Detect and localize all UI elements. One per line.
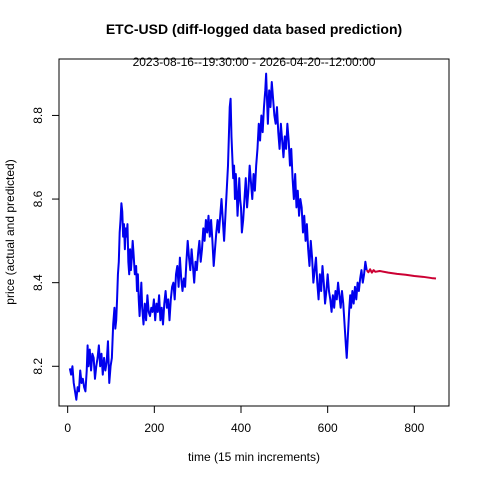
- x-tick-label: 400: [231, 421, 251, 435]
- y-tick-label: 8.8: [31, 107, 45, 124]
- x-tick-label: 800: [404, 421, 424, 435]
- chart-subtitle: 2023-08-16--19:30:00 - 2026-04-20--12:00…: [133, 55, 376, 69]
- series-layer: [68, 72, 437, 401]
- x-axis: 0 200 400 600 800: [64, 405, 425, 435]
- y-tick-label: 8.6: [31, 190, 45, 207]
- y-axis: 8.2 8.4 8.6 8.8: [31, 107, 60, 375]
- x-tick-label: 0: [64, 421, 71, 435]
- series-line-actual: [68, 72, 368, 401]
- y-tick-label: 8.4: [31, 274, 45, 291]
- y-tick-label: 8.2: [31, 358, 45, 375]
- chart-title: ETC-USD (diff-logged data based predicti…: [106, 21, 402, 37]
- series-line-predicted: [365, 268, 437, 280]
- x-tick-label: 200: [144, 421, 164, 435]
- x-axis-label: time (15 min increments): [188, 450, 320, 464]
- plot-frame: [58, 58, 450, 407]
- x-tick-label: 600: [318, 421, 338, 435]
- y-axis-label: price (actual and predicted): [3, 159, 17, 304]
